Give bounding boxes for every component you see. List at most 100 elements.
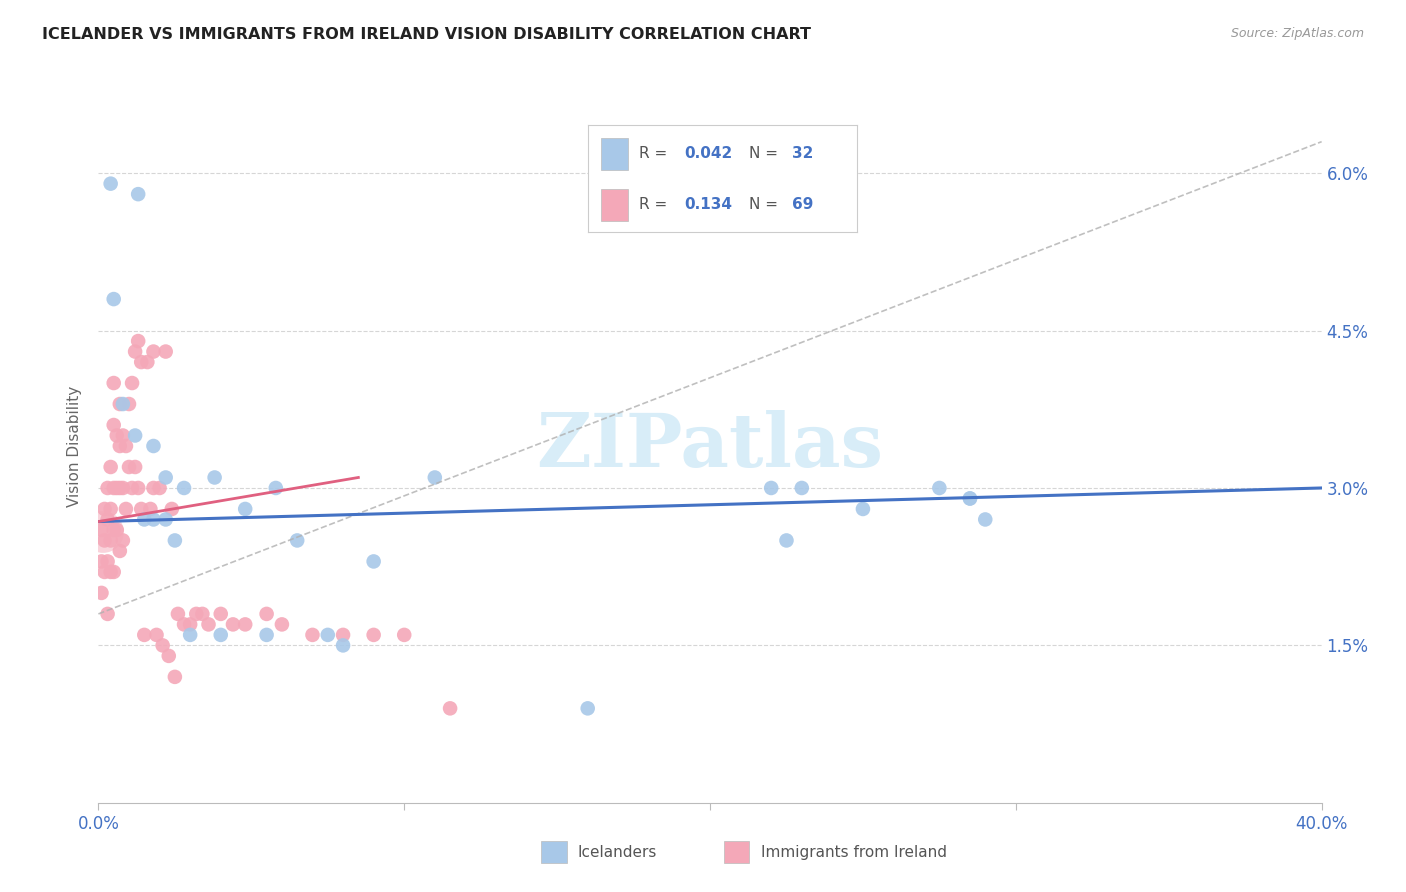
Text: ZIPatlas: ZIPatlas [537,409,883,483]
Point [256,628,278,642]
Point [90,586,112,600]
Text: Source: ZipAtlas.com: Source: ZipAtlas.com [1230,27,1364,40]
Text: R =: R = [638,145,672,161]
Point [155,470,177,484]
Point [222,617,245,632]
Point [97,512,120,526]
Point [127,481,149,495]
Point [152,639,174,653]
Point [332,628,354,642]
Text: R =: R = [638,197,672,212]
Point [118,460,141,475]
Text: 69: 69 [792,197,814,212]
Point [111,428,134,442]
Point [115,502,138,516]
Point [142,439,165,453]
Point [209,607,232,621]
Point [332,639,354,653]
Point [149,481,172,495]
Point [127,334,149,348]
Point [301,628,323,642]
Point [852,502,875,516]
Point [959,491,981,506]
Point [974,512,997,526]
Point [155,512,177,526]
Text: Immigrants from Ireland: Immigrants from Ireland [761,845,946,860]
Point [127,187,149,202]
Point [108,481,131,495]
Point [142,512,165,526]
Point [90,554,112,568]
Point [775,533,797,548]
Point [179,628,201,642]
Point [197,617,219,632]
Point [129,355,152,369]
Point [129,502,152,516]
Point [363,554,385,568]
Point [233,617,256,632]
Point [134,628,156,642]
Bar [602,137,628,169]
Point [145,628,167,642]
Point [124,460,146,475]
Point [93,502,115,516]
Point [136,355,159,369]
Point [103,417,125,432]
Point [100,533,122,548]
Point [115,439,138,453]
Point [103,292,125,306]
Point [167,607,190,621]
Text: ICELANDER VS IMMIGRANTS FROM IRELAND VISION DISABILITY CORRELATION CHART: ICELANDER VS IMMIGRANTS FROM IRELAND VIS… [42,27,811,42]
Point [91,524,114,539]
Point [264,481,287,495]
Point [157,648,180,663]
Point [105,481,128,495]
Point [173,617,195,632]
Text: N =: N = [749,197,783,212]
Point [759,481,782,495]
Point [108,397,131,411]
Point [160,502,183,516]
Point [93,565,115,579]
Point [111,481,134,495]
Point [186,607,208,621]
Point [204,470,226,484]
Point [363,628,385,642]
Point [270,617,292,632]
Point [100,460,122,475]
Point [103,481,125,495]
Point [90,523,112,537]
Point [142,344,165,359]
Text: 32: 32 [792,145,814,161]
Point [103,376,125,390]
Point [103,523,125,537]
Point [121,376,143,390]
Point [111,533,134,548]
Point [439,701,461,715]
Point [790,481,813,495]
Point [97,481,120,495]
Point [105,428,128,442]
Point [97,554,120,568]
Point [97,607,120,621]
Point [108,439,131,453]
Text: 0.042: 0.042 [685,145,733,161]
Point [928,481,950,495]
Point [392,628,416,642]
Text: 0.134: 0.134 [685,197,733,212]
Point [105,523,128,537]
Point [155,344,177,359]
Point [139,502,162,516]
Point [124,428,146,442]
Point [191,607,214,621]
Text: Icelanders: Icelanders [578,845,657,860]
Bar [602,189,628,221]
Y-axis label: Vision Disability: Vision Disability [67,385,83,507]
Point [93,533,115,548]
Point [285,533,308,548]
Point [103,565,125,579]
Point [256,607,278,621]
Point [100,177,122,191]
Point [233,502,256,516]
Point [142,481,165,495]
